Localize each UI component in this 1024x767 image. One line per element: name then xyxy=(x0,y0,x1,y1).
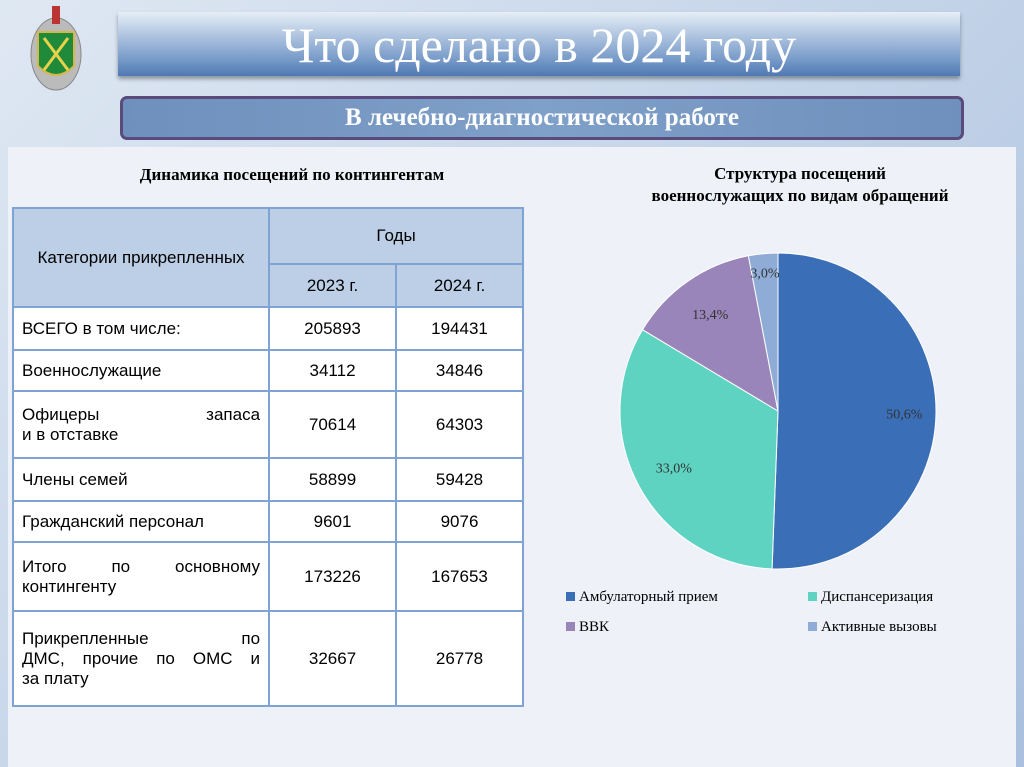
pie-slice xyxy=(771,252,937,570)
legend-swatch xyxy=(566,622,575,631)
cell-2023: 205893 xyxy=(268,306,398,351)
table-row: Гражданский персонал 9601 9076 xyxy=(11,500,524,543)
label-line: Итого по основному xyxy=(22,556,261,576)
table-row: Прикрепленные по ДМС, прочие по ОМС и за п… xyxy=(11,610,524,707)
pie-chart: 50,6% 33,0% 13,4% 3,0% xyxy=(619,252,937,570)
legend-label: Диспансеризация xyxy=(821,589,934,605)
table-row: Итого по основному контингенту 173226 16765… xyxy=(11,541,524,612)
cell-2023: 58899 xyxy=(268,457,398,502)
label-line: за плату xyxy=(22,668,89,688)
chart-title: Структура посещений военнослужащих по вид… xyxy=(590,163,1010,207)
header-2023: 2023 г. xyxy=(268,263,398,308)
row-label: Офицеры запаса и в отставке xyxy=(11,390,271,459)
cell-2023: 9601 xyxy=(268,500,398,543)
table-row: Члены семей 58899 59428 xyxy=(11,457,524,502)
label-line: и в отставке xyxy=(22,424,119,444)
visits-table: Категории прикрепленных Годы 2023 г. 2024 … xyxy=(11,207,524,707)
row-label: Прикрепленные по ДМС, прочие по ОМС и за п… xyxy=(11,610,271,707)
label-line: ДМС, прочие по ОМС и xyxy=(22,648,261,668)
cell-2024: 64303 xyxy=(395,390,524,459)
row-label: Гражданский персонал xyxy=(11,500,271,543)
chart-title-line: военнослужащих по видам обращений xyxy=(651,186,949,205)
pie-slice xyxy=(619,329,779,570)
legend-label: Активные вызовы xyxy=(821,619,937,635)
row-label: Итого по основному контингенту xyxy=(11,541,271,612)
header-2024: 2024 г. xyxy=(395,263,524,308)
legend-label: ВВК xyxy=(579,619,610,635)
table-row: Военнослужащие 34112 34846 xyxy=(11,349,524,392)
cell-2024: 34846 xyxy=(395,349,524,392)
row-label: ВСЕГО в том числе: xyxy=(11,306,271,351)
header-years: Годы xyxy=(268,207,524,265)
label-line: контингенту xyxy=(22,576,117,596)
legend-swatch xyxy=(566,592,575,601)
table-title: Динамика посещений по контингентам xyxy=(139,165,445,184)
data-label: 50,6% xyxy=(886,407,923,422)
data-label: 3,0% xyxy=(750,267,780,282)
legend-item: Амбулаторный прием xyxy=(566,589,718,606)
legend-swatch xyxy=(808,622,817,631)
cell-2023: 173226 xyxy=(268,541,398,612)
section-subtitle: В лечебно-диагностической работе xyxy=(120,96,964,140)
cell-2024: 26778 xyxy=(395,610,524,707)
legend-item: ВВК xyxy=(566,619,609,636)
cell-2023: 70614 xyxy=(268,390,398,459)
table-row: Офицеры запаса и в отставке 70614 64303 xyxy=(11,390,524,459)
cell-2023: 32667 xyxy=(268,610,398,707)
cell-2024: 194431 xyxy=(395,306,524,351)
pie-slice xyxy=(747,252,779,412)
table-row: ВСЕГО в том числе: 205893 194431 xyxy=(11,306,524,351)
label-line: Офицеры запаса xyxy=(22,404,261,424)
chart-title-line: Структура посещений xyxy=(714,164,886,183)
row-label: Военнослужащие xyxy=(11,349,271,392)
label-line: Прикрепленные по xyxy=(22,628,261,648)
legend-label: Амбулаторный прием xyxy=(579,589,718,605)
legend-item: Диспансеризация xyxy=(808,589,933,606)
cell-2023: 34112 xyxy=(268,349,398,392)
cell-2024: 167653 xyxy=(395,541,524,612)
pie-slice xyxy=(641,255,779,413)
legend-swatch xyxy=(808,592,817,601)
cell-2024: 59428 xyxy=(395,457,524,502)
cell-2024: 9076 xyxy=(395,500,524,543)
page-title: Что сделано в 2024 году xyxy=(118,12,960,76)
legend-item: Активные вызовы xyxy=(808,619,937,636)
row-label: Члены семей xyxy=(11,457,271,502)
emblem-logo xyxy=(30,6,82,91)
header-category: Категории прикрепленных xyxy=(11,207,271,308)
data-label: 33,0% xyxy=(656,461,693,476)
data-label: 13,4% xyxy=(692,308,729,323)
